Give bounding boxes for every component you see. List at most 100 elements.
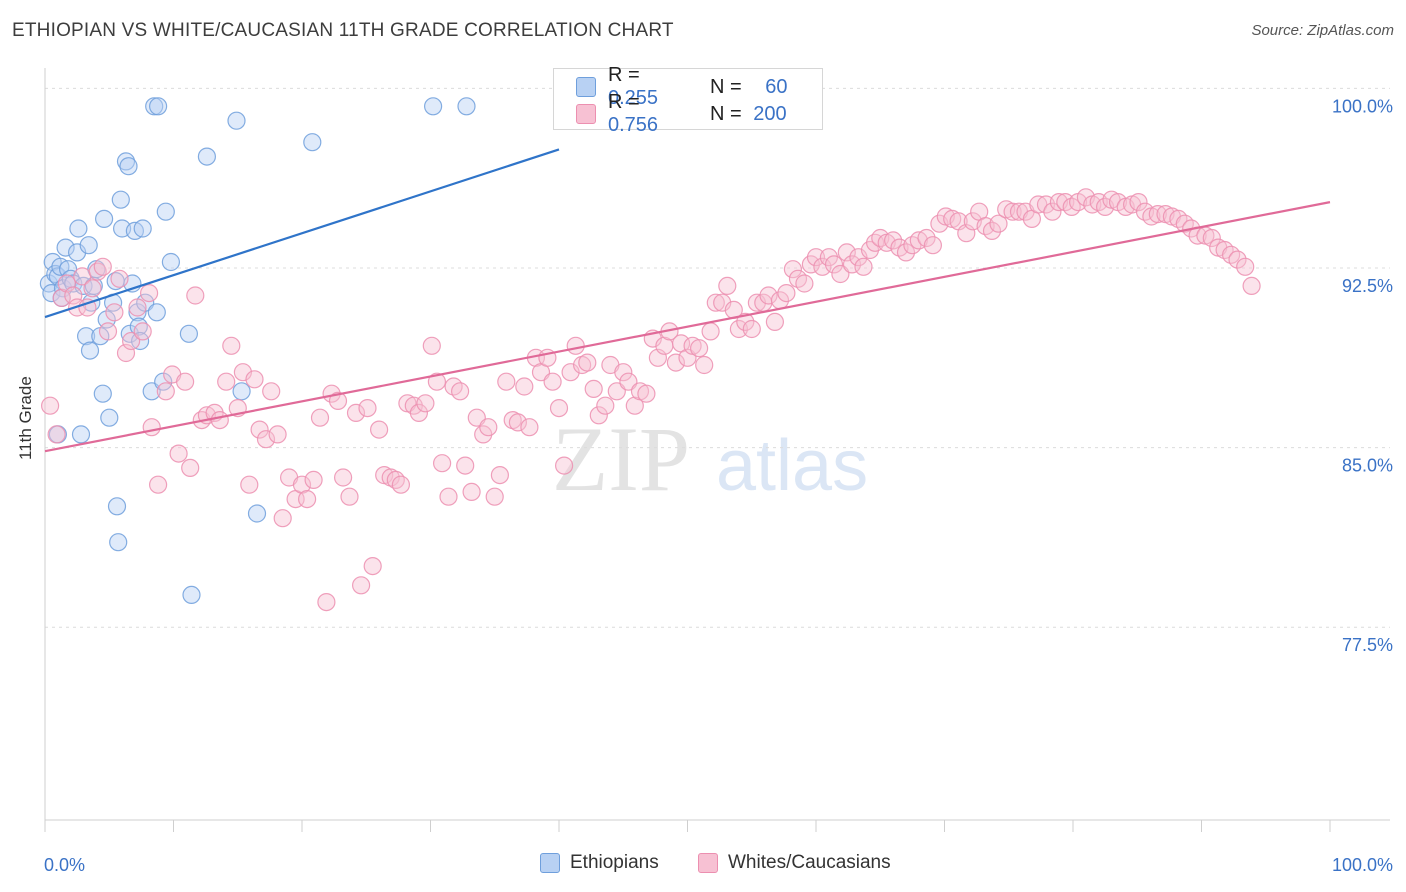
- data-point: [689, 339, 709, 358]
- data-point: [457, 97, 476, 116]
- data-point: [156, 382, 175, 401]
- data-point: [462, 482, 481, 501]
- data-point: [76, 327, 96, 346]
- data-point: [1043, 202, 1062, 221]
- data-point: [391, 475, 410, 494]
- data-point: [292, 475, 312, 494]
- data-point: [896, 243, 916, 262]
- data-point: [637, 384, 656, 403]
- watermark: ZIP atlas: [552, 408, 868, 510]
- data-point: [736, 312, 755, 331]
- stats-r-label: R =: [608, 64, 640, 86]
- data-point: [370, 420, 389, 439]
- data-point: [439, 487, 458, 506]
- data-point: [765, 312, 785, 331]
- stats-row-ethiopians: R = 0.255 N = 60: [576, 64, 788, 109]
- stats-swatch-ethiopians: [576, 77, 596, 97]
- data-point: [854, 257, 873, 276]
- legend-item-ethiopians[interactable]: Ethiopians: [540, 852, 659, 874]
- data-point: [566, 336, 585, 355]
- data-point: [67, 243, 87, 262]
- data-point: [334, 468, 353, 487]
- data-point: [80, 341, 100, 360]
- data-point: [451, 382, 470, 401]
- data-point: [549, 399, 569, 418]
- legend-swatch-ethiopians: [540, 853, 560, 873]
- legend-swatch-whites: [698, 853, 718, 873]
- grid-lines: [45, 87, 1390, 628]
- data-point: [596, 396, 615, 415]
- data-point: [182, 585, 201, 605]
- data-point: [701, 322, 720, 341]
- stats-r-label: R =: [608, 91, 640, 113]
- y-tick-label: 85.0%: [1342, 456, 1393, 476]
- data-point: [147, 303, 166, 322]
- data-point: [340, 487, 359, 506]
- data-point: [813, 257, 832, 276]
- data-point: [310, 408, 330, 427]
- data-point: [262, 382, 281, 401]
- data-point: [982, 221, 1002, 240]
- data-point: [78, 298, 97, 317]
- data-point: [210, 411, 229, 430]
- data-point: [1202, 228, 1221, 248]
- data-point: [176, 372, 195, 391]
- y-tick-label: 92.5%: [1342, 276, 1393, 296]
- data-point: [1029, 195, 1048, 214]
- watermark-zip: ZIP: [552, 408, 690, 510]
- data-point: [100, 408, 119, 427]
- data-point: [128, 303, 147, 322]
- data-point: [777, 284, 796, 303]
- data-point: [515, 377, 534, 396]
- data-point: [317, 592, 336, 612]
- stats-legend: R = 0.255 N = 60 R = 0.756 N = 200: [553, 64, 823, 136]
- data-point: [578, 353, 597, 372]
- y-tick-label: 100.0%: [1332, 96, 1393, 116]
- data-point: [47, 425, 66, 444]
- data-point: [795, 274, 814, 293]
- data-point: [179, 324, 198, 343]
- data-point: [554, 456, 574, 475]
- tick-labels: 100.0% 92.5% 85.0% 77.5% 0.0% 100.0%: [44, 96, 1393, 875]
- data-point: [883, 231, 903, 250]
- data-point: [713, 293, 732, 312]
- data-point: [119, 157, 138, 176]
- data-point: [718, 276, 737, 295]
- series-legend: Ethiopians Whites/Caucasians: [0, 850, 1406, 880]
- data-point: [427, 372, 446, 391]
- watermark-atlas: atlas: [716, 426, 868, 506]
- data-point: [584, 379, 603, 398]
- data-point: [256, 430, 276, 449]
- data-point: [240, 475, 259, 494]
- y-tick-label: 77.5%: [1342, 635, 1393, 655]
- data-point: [245, 370, 264, 389]
- data-point: [917, 228, 936, 248]
- data-point: [69, 219, 88, 238]
- data-point: [268, 425, 287, 444]
- trend-lines: [44, 148, 1331, 453]
- data-point: [142, 418, 161, 437]
- data-point: [485, 487, 504, 506]
- data-point: [416, 394, 435, 413]
- data-point: [133, 322, 152, 341]
- data-point: [298, 490, 317, 509]
- data-point: [759, 286, 778, 305]
- data-point: [222, 336, 241, 355]
- data-point: [923, 236, 943, 255]
- source-note: Source: ZipAtlas.com: [1251, 22, 1394, 39]
- data-point: [783, 260, 803, 279]
- data-point: [561, 363, 580, 382]
- data-point: [352, 576, 371, 595]
- data-point: [424, 97, 443, 116]
- data-point: [695, 355, 714, 375]
- data-point: [133, 219, 152, 238]
- data-point: [614, 363, 633, 382]
- x-tick-label: 100.0%: [1332, 855, 1393, 875]
- legend-item-whites[interactable]: Whites/Caucasians: [698, 852, 891, 874]
- series-ethiopians-points: [39, 97, 476, 605]
- data-point: [1242, 276, 1261, 295]
- data-points: [39, 97, 1261, 612]
- data-point: [40, 396, 60, 415]
- trend-line-ethiopians: [44, 148, 560, 319]
- data-point: [849, 248, 868, 267]
